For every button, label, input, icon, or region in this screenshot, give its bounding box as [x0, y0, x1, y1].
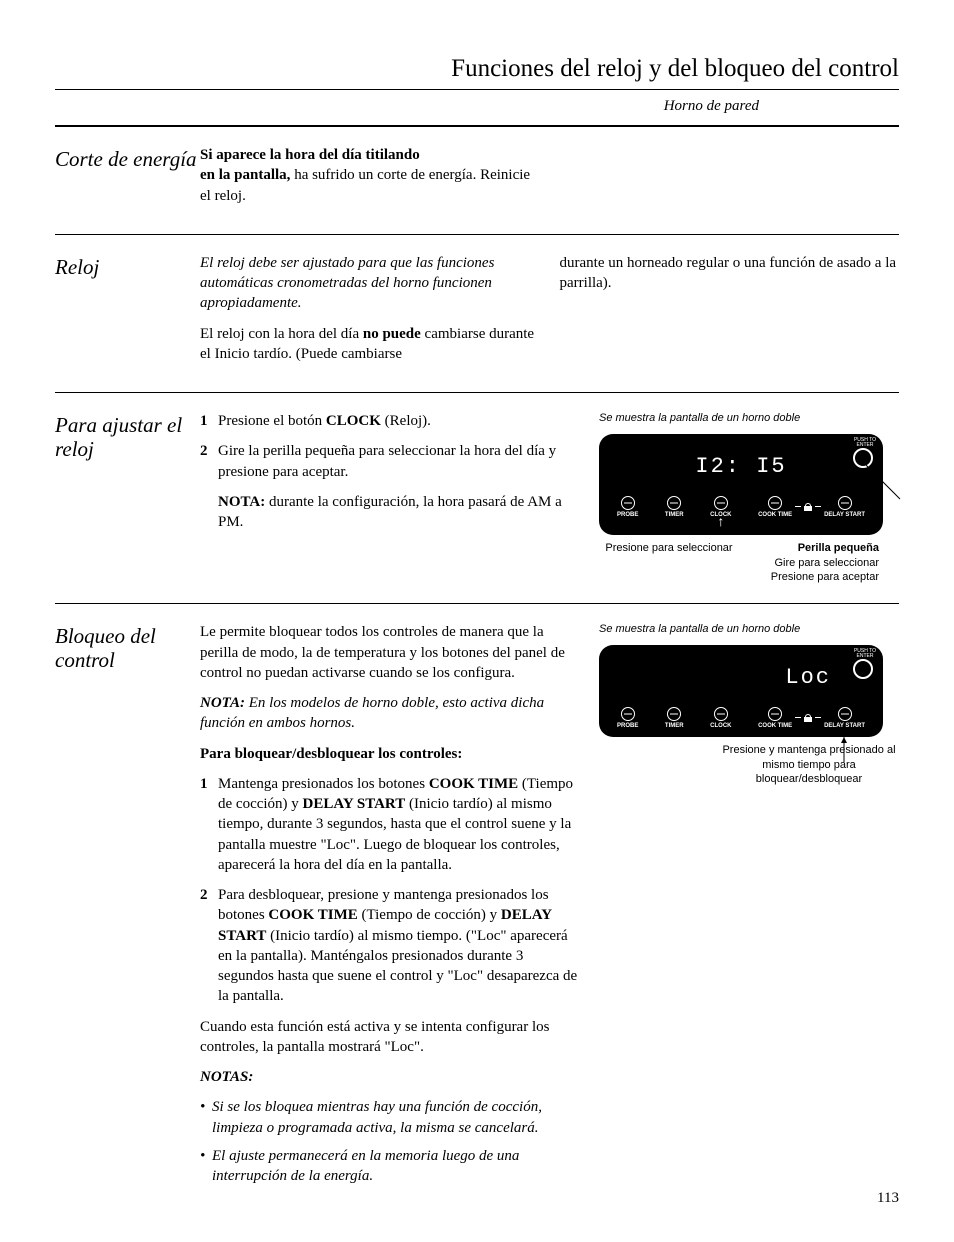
knob-icon [853, 659, 873, 679]
list-item: 1 Mantenga presionados los botones COOK … [200, 774, 579, 875]
section-reloj: Reloj El reloj debe ser ajustado para qu… [55, 235, 899, 393]
knob-label: PUSH TO ENTER [853, 438, 877, 448]
display-button-probe: PROBE [617, 496, 638, 518]
section-heading: Para ajustar el reloj [55, 411, 200, 585]
display-button-timer: TIMER [665, 496, 684, 518]
body-text: El reloj con la hora del día no puede ca… [200, 324, 540, 365]
display-text: Loc [611, 657, 871, 707]
callout: Perilla pequeña Gire para seleccionar Pr… [739, 541, 879, 586]
body-text: Para bloquear/desbloquear los controles: [200, 744, 579, 764]
display-button-delay: DELAY START [824, 496, 865, 518]
display-button-timer: TIMER [665, 707, 684, 729]
body-text: Cuando esta función está activa y se int… [200, 1017, 579, 1058]
caption: Se muestra la pantalla de un horno doble [599, 411, 899, 426]
body-text: El reloj debe ser ajustado para que las … [200, 253, 540, 314]
oven-display: PUSH TO ENTER Loc PROBE TIMER CLOCK COOK… [599, 645, 883, 737]
section-heading: Reloj [55, 253, 200, 374]
list-item: •El ajuste permanecerá en la memoria lue… [200, 1146, 579, 1187]
body-text: durante un horneado regular o una funció… [560, 253, 900, 294]
section-ajustar: Para ajustar el reloj 1 Presione el botó… [55, 393, 899, 604]
rule [55, 89, 899, 90]
display-button-clock: CLOCK [710, 707, 731, 729]
section-heading: Corte de energía [55, 145, 200, 216]
body-text: NOTA: En los modelos de horno doble, est… [200, 693, 579, 734]
callout: Presione para seleccionar [599, 541, 739, 586]
knob-label: PUSH TO ENTER [853, 649, 877, 659]
display-time: I2: I5 [611, 446, 871, 496]
list-item: 1 Presione el botón CLOCK (Reloj). [200, 411, 579, 431]
caption: Se muestra la pantalla de un horno doble [599, 622, 899, 637]
display-button-probe: PROBE [617, 707, 638, 729]
oven-display: PUSH TO ENTER I2: I5 PROBE TIMER CLOCK↑ … [599, 434, 883, 535]
display-button-clock: CLOCK↑ [710, 496, 731, 527]
subtitle: Horno de pared [55, 98, 759, 115]
list-item: 2 Para desbloquear, presione y mantenga … [200, 885, 579, 1007]
section-corte: Corte de energía Si aparece la hora del … [55, 127, 899, 235]
section-bloqueo: Bloqueo del control Le permite bloquear … [55, 604, 899, 1212]
list-item: 2 Gire la perilla pequeña para seleccion… [200, 441, 579, 482]
body-text: NOTA: durante la configuración, la hora … [218, 492, 579, 533]
list-item: •Si se los bloquea mientras hay una func… [200, 1097, 579, 1138]
lock-icon [804, 503, 812, 511]
display-button-cooktime: COOK TIME [758, 707, 792, 729]
callout-line [819, 737, 869, 767]
knob-icon [853, 448, 873, 468]
lock-icon [804, 714, 812, 722]
page-title: Funciones del reloj y del bloqueo del co… [55, 55, 899, 83]
body-text: Si aparece la hora del día titilando en … [200, 145, 540, 206]
body-text: NOTAS: [200, 1067, 579, 1087]
body-text: Le permite bloquear todos los controles … [200, 622, 579, 683]
display-button-cooktime: COOK TIME [758, 496, 792, 518]
section-heading: Bloqueo del control [55, 622, 200, 1194]
display-button-delay: DELAY START [824, 707, 865, 729]
page-number: 113 [877, 1190, 899, 1207]
